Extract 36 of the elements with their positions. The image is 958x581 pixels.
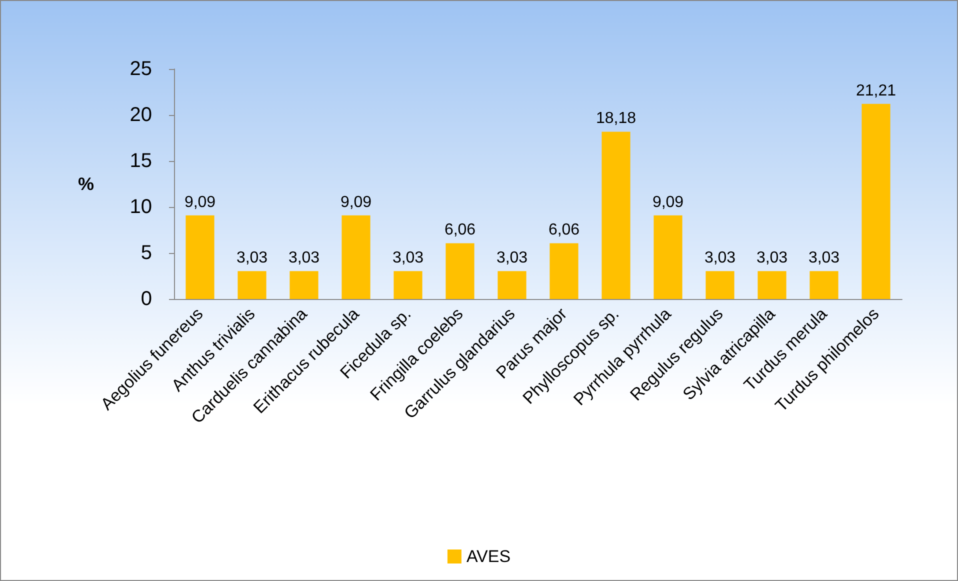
data-label: 3,03	[236, 250, 268, 267]
y-tick-label: 20	[130, 104, 152, 126]
y-axis-title: %	[78, 174, 94, 194]
y-tick-label: 15	[130, 150, 152, 172]
bar	[706, 271, 734, 299]
data-label: 9,09	[340, 194, 372, 211]
data-label: 9,09	[184, 194, 216, 211]
y-tick-label: 5	[140, 242, 152, 264]
bar	[654, 215, 682, 299]
bar	[446, 243, 474, 299]
y-tick-label: 10	[130, 196, 152, 218]
bar	[238, 271, 266, 299]
bar	[758, 271, 786, 299]
bar	[810, 271, 838, 299]
data-label: 3,03	[496, 250, 528, 267]
bar	[290, 271, 318, 299]
bar	[602, 132, 630, 299]
bar	[550, 243, 578, 299]
data-label: 6,06	[548, 222, 580, 239]
data-label: 6,06	[444, 222, 476, 239]
data-label: 18,18	[596, 110, 636, 128]
data-label: 3,03	[392, 250, 424, 267]
bar	[862, 104, 890, 299]
data-label: 3,03	[704, 250, 736, 267]
data-label: 9,09	[652, 194, 684, 211]
bar	[394, 271, 422, 299]
data-label: 3,03	[808, 250, 840, 267]
bar	[498, 271, 526, 299]
data-label: 3,03	[756, 250, 788, 267]
bar	[342, 215, 370, 299]
legend-label: AVES	[466, 547, 511, 566]
y-tick-label: 0	[140, 288, 152, 310]
data-label: 21,21	[856, 82, 896, 100]
y-tick-label: 25	[130, 58, 152, 80]
data-label: 3,03	[288, 250, 320, 267]
bar	[186, 215, 214, 299]
